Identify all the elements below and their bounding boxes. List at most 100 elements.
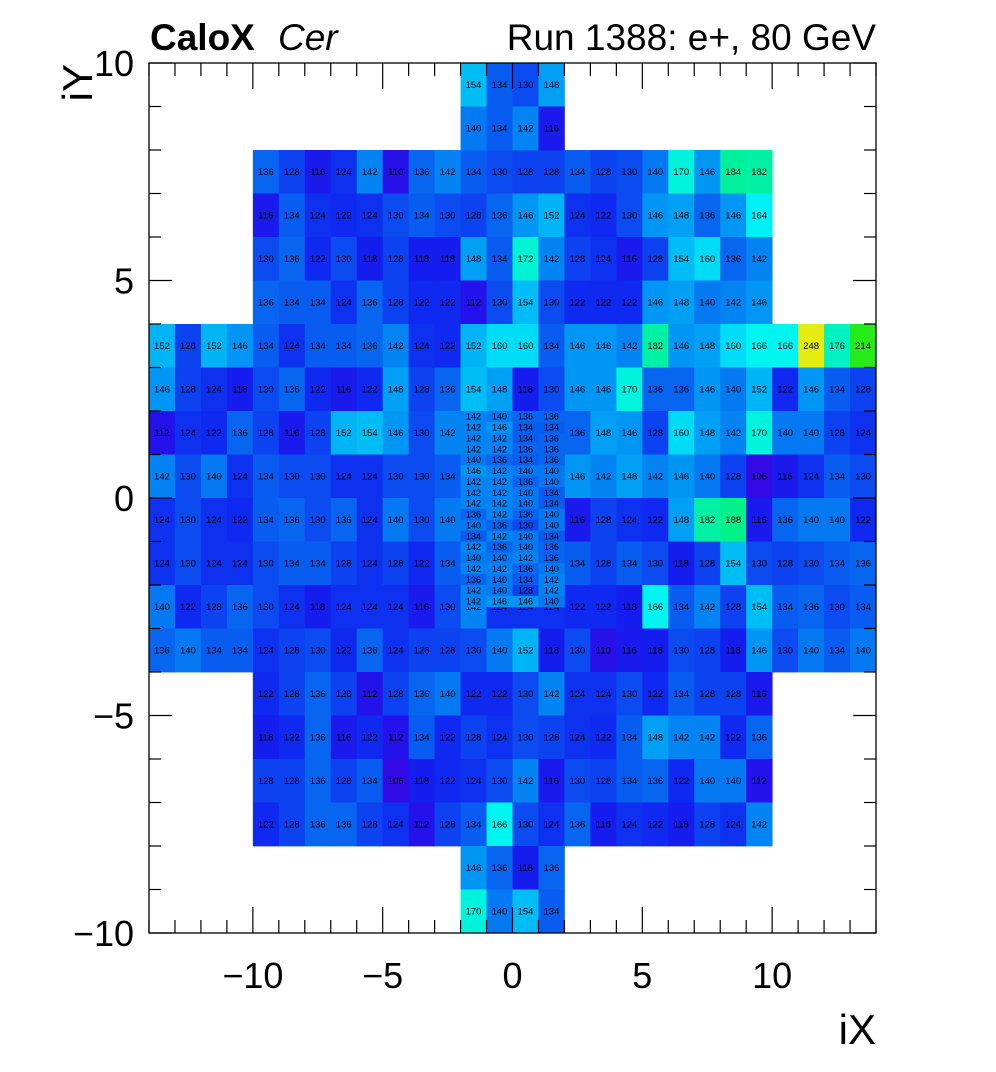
fine-value-label: 140	[466, 520, 481, 530]
fine-value-label: 142	[466, 499, 481, 509]
large-value-label: 176	[829, 341, 845, 352]
large-cell	[226, 454, 254, 499]
large-value-label: 116	[544, 124, 559, 135]
large-value-label: 122	[595, 211, 611, 222]
fine-cell	[486, 552, 513, 564]
large-cell	[356, 715, 384, 760]
large-cell	[746, 759, 773, 803]
fine-cell	[538, 595, 565, 608]
large-value-label: 154	[466, 385, 482, 396]
large-value-label: 124	[232, 559, 248, 570]
large-value-label: 118	[440, 254, 455, 265]
large-cell	[642, 150, 669, 194]
large-cell	[642, 715, 669, 760]
large-value-label: 128	[414, 646, 430, 657]
large-cell	[668, 541, 695, 586]
fine-cell	[460, 443, 487, 455]
fine-value-label: 134	[544, 488, 559, 498]
large-value-label: 134	[258, 472, 274, 483]
large-value-label: 142	[647, 472, 663, 483]
large-cell	[252, 585, 280, 629]
large-value-label: 136	[673, 385, 689, 396]
large-value-label: 124	[518, 602, 534, 613]
fine-cell	[538, 465, 565, 477]
large-cell	[798, 324, 825, 368]
large-value-label: 122	[466, 689, 482, 700]
fine-value-label: 142	[518, 553, 533, 563]
fine-cell	[538, 552, 565, 564]
fine-value-label: 136	[544, 433, 559, 443]
large-value-label: 128	[595, 559, 611, 570]
fine-value-label: 136	[544, 444, 559, 454]
large-cell	[382, 585, 410, 629]
large-value-label: 136	[569, 820, 585, 831]
large-cell	[356, 150, 384, 194]
large-value-label: 130	[518, 689, 534, 700]
large-cell	[434, 324, 461, 368]
x-tick-label: 5	[632, 955, 652, 996]
large-value-label: 128	[699, 820, 715, 831]
large-cell	[564, 672, 591, 716]
large-cell	[356, 498, 384, 542]
fine-value-label: 142	[492, 488, 507, 498]
large-cell	[408, 541, 436, 586]
large-value-label: 130	[621, 689, 637, 700]
large-value-label: 124	[595, 689, 611, 700]
large-cell	[824, 585, 851, 629]
large-value-label: 142	[673, 733, 689, 744]
large-cell	[590, 150, 617, 194]
large-value-label: 122	[595, 602, 611, 613]
large-cell	[538, 193, 565, 238]
large-cell	[694, 498, 721, 542]
large-value-label: 130	[569, 646, 585, 657]
large-value-label: 118	[648, 646, 663, 657]
large-cell	[408, 498, 436, 542]
large-cell	[590, 411, 617, 455]
large-value-label: 136	[336, 515, 352, 526]
large-value-label: 124	[336, 298, 352, 309]
large-value-label: 134	[310, 298, 326, 309]
large-cell	[330, 237, 358, 281]
large-cell	[720, 541, 747, 586]
large-cell	[746, 628, 773, 673]
large-value-label: 124	[803, 472, 819, 483]
large-value-label: 130	[518, 733, 534, 744]
large-cell	[824, 541, 851, 586]
large-value-label: 148	[595, 428, 611, 439]
large-value-label: 128	[258, 776, 274, 787]
large-value-label: 136	[310, 820, 326, 831]
large-value-label: 124	[725, 820, 741, 831]
fine-cell	[512, 574, 539, 586]
large-cell	[564, 498, 591, 542]
large-cell	[460, 628, 487, 673]
large-cell	[486, 324, 513, 368]
fine-cell	[460, 454, 487, 466]
large-value-label: 214	[855, 341, 871, 352]
fine-cell	[460, 552, 487, 564]
large-value-label: 136	[310, 733, 326, 744]
large-value-label: 130	[569, 776, 585, 787]
large-cell	[694, 628, 721, 673]
large-cell	[252, 150, 280, 194]
fine-value-label: 140	[518, 531, 533, 541]
large-cell	[616, 715, 643, 760]
fine-value-label: 140	[544, 564, 559, 574]
large-cell	[616, 150, 643, 194]
large-cell	[149, 498, 176, 542]
large-cell	[720, 585, 747, 629]
large-cell	[616, 628, 643, 673]
large-cell	[174, 411, 202, 455]
large-cell	[382, 498, 410, 542]
large-cell	[642, 193, 669, 238]
fine-value-label: 134	[518, 433, 533, 443]
large-value-label: 134	[829, 385, 845, 396]
large-value-label: 128	[388, 298, 404, 309]
fine-cell	[486, 563, 513, 575]
large-value-label: 118	[258, 733, 273, 744]
large-cell	[850, 498, 877, 542]
large-value-label: 188	[725, 515, 741, 526]
large-cell	[512, 324, 539, 368]
large-value-label: 134	[544, 907, 560, 918]
large-cell	[746, 280, 773, 325]
fine-value-label: 134	[518, 423, 533, 433]
